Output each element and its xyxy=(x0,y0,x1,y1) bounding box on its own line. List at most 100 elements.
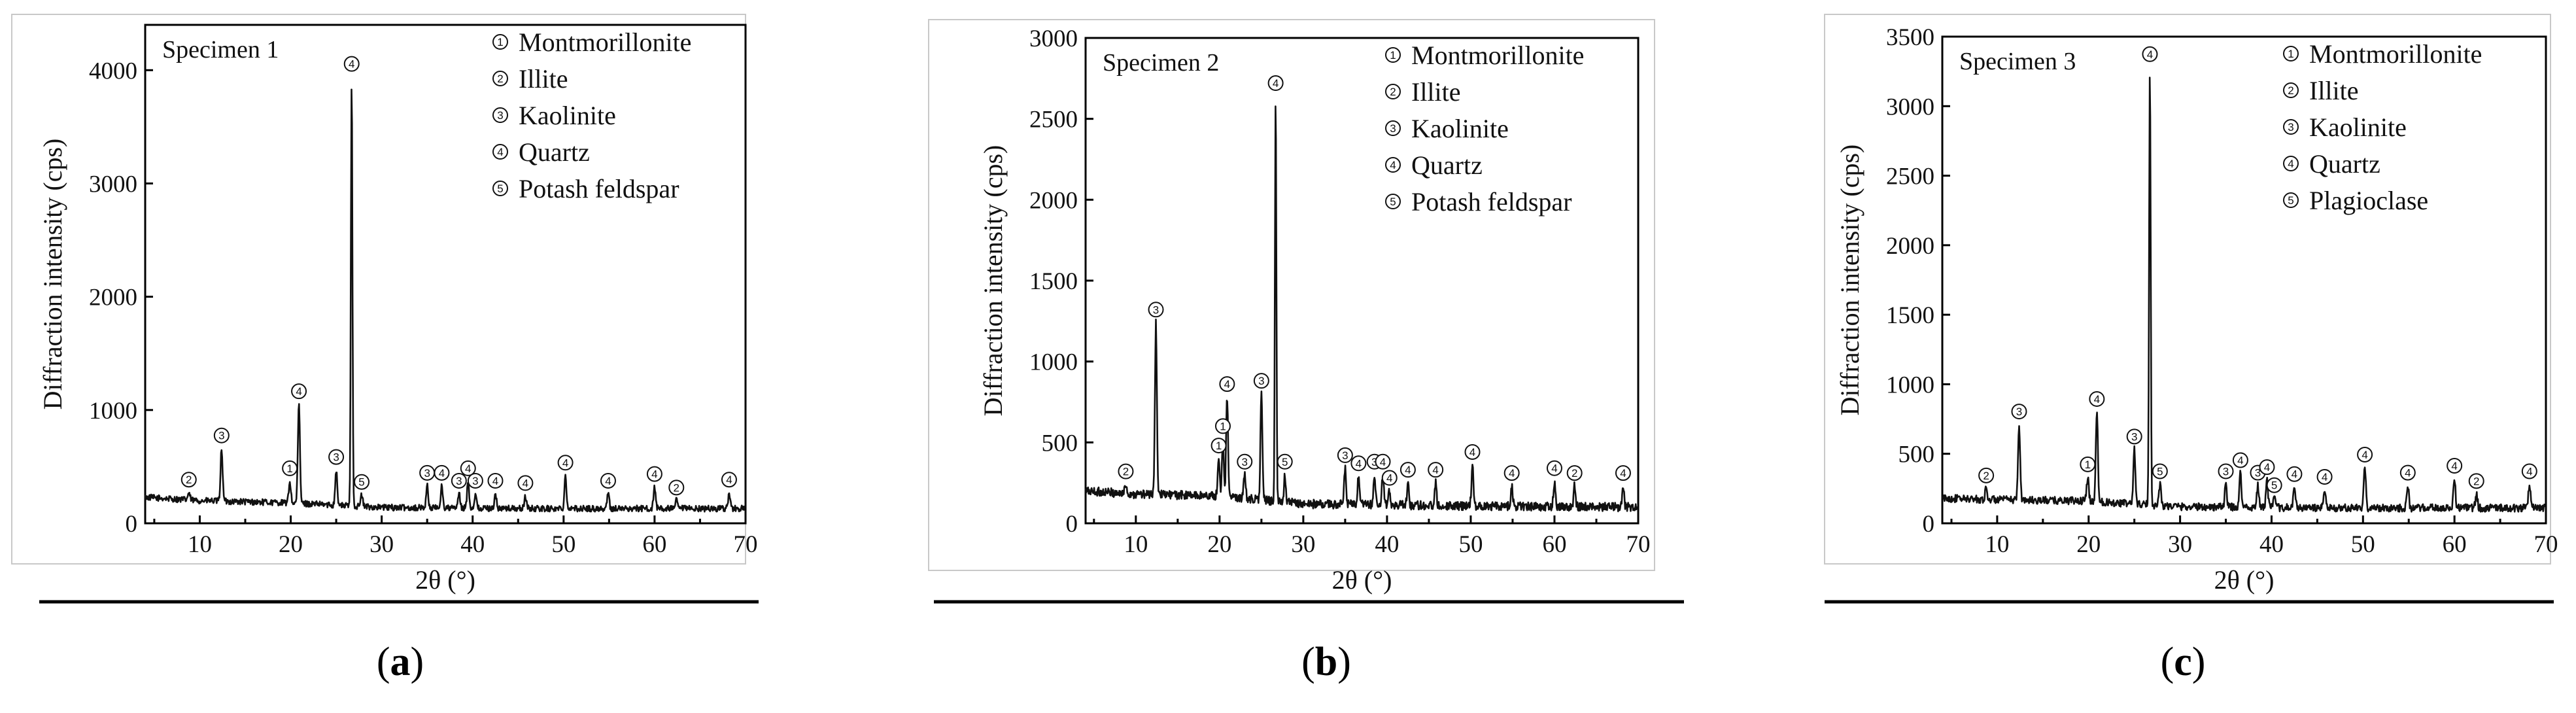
legend-label: Illite xyxy=(519,64,568,94)
y-tick-label: 1500 xyxy=(1029,268,1078,295)
legend-marker-number: 4 xyxy=(2288,158,2293,170)
peak-marker-number: 4 xyxy=(605,475,611,487)
legend-label: Plagioclase xyxy=(2309,186,2428,215)
legend-marker-number: 3 xyxy=(497,109,503,122)
y-tick-label: 0 xyxy=(1066,511,1078,538)
caption-letter: b xyxy=(1315,640,1337,684)
y-tick-label: 4000 xyxy=(89,58,137,84)
plot-area-border xyxy=(1084,37,1640,525)
legend-label: Potash feldspar xyxy=(519,174,679,203)
y-tick-label: 2500 xyxy=(1886,164,1934,190)
peak-marker-number: 4 xyxy=(523,477,528,489)
peak-marker: 4 xyxy=(2357,446,2373,462)
peak-marker: 3 xyxy=(467,472,483,489)
peak-marker-circle xyxy=(1464,443,1481,460)
x-tick-label: 20 xyxy=(279,531,303,558)
peak-marker-number: 4 xyxy=(349,58,354,71)
legend-item: 2 Illite xyxy=(2283,76,2359,105)
peak-marker: 4 xyxy=(517,475,534,491)
peak-marker-circle xyxy=(2232,452,2248,468)
peak-marker-number: 4 xyxy=(2292,468,2297,481)
peak-marker-number: 4 xyxy=(726,474,732,486)
x-tick-label: 30 xyxy=(1291,531,1315,558)
y-tick-label: 500 xyxy=(1042,430,1078,457)
peak-marker-number: 3 xyxy=(2255,467,2261,479)
y-axis-label: Diffraction intensity (cps) xyxy=(978,145,1008,417)
peak-marker-circle xyxy=(467,472,483,489)
peak-marker: 4 xyxy=(721,472,737,488)
peak-marker-number: 4 xyxy=(2405,467,2411,479)
y-tick-label: 3000 xyxy=(1029,26,1078,52)
peak-marker-circle xyxy=(434,464,450,481)
peak-marker-circle xyxy=(2399,464,2416,481)
peak-marker-circle xyxy=(668,479,685,496)
peak-marker-circle xyxy=(600,472,616,489)
x-tick-label: 70 xyxy=(734,531,758,558)
peak-marker-circle xyxy=(487,472,504,489)
legend-marker-number: 2 xyxy=(2288,84,2293,97)
peak-marker: 2 xyxy=(668,479,685,496)
peak-marker-circle xyxy=(2218,463,2234,479)
peak-marker-number: 2 xyxy=(1983,470,1989,482)
y-tick-label: 1500 xyxy=(1886,302,1934,329)
peak-marker: 4 xyxy=(2259,459,2275,476)
peak-marker-circle xyxy=(2447,457,2463,474)
specimen-label: Specimen 2 xyxy=(1103,49,1219,77)
legend-label: Quartz xyxy=(1411,150,1483,180)
peak-marker-circle xyxy=(1148,302,1164,318)
legend-item: 3 Kaolinite xyxy=(2283,113,2407,142)
peak-marker-number: 4 xyxy=(2264,461,2270,474)
caption-close-paren: ) xyxy=(1337,640,1351,684)
x-tick-label: 50 xyxy=(2351,531,2375,558)
legend-item: 2 Illite xyxy=(492,64,568,94)
peak-marker-circle xyxy=(1237,453,1253,470)
y-tick-label: 0 xyxy=(1923,511,1935,538)
x-axis-label: 2θ (°) xyxy=(1332,565,1392,595)
legend-item: 5 Plagioclase xyxy=(2283,186,2428,215)
peak-marker-number: 4 xyxy=(2451,460,2457,472)
peak-marker-circle xyxy=(2080,456,2096,472)
x-tick-label: 60 xyxy=(2443,531,2467,558)
peak-marker-circle xyxy=(2142,46,2158,62)
legend-marker xyxy=(2283,119,2299,135)
peak-marker-number: 1 xyxy=(1216,440,1222,452)
panel-caption: (a) xyxy=(377,640,424,684)
peak-marker: 4 xyxy=(1546,460,1562,476)
peak-marker-number: 1 xyxy=(286,462,292,475)
peak-marker: 3 xyxy=(2218,463,2234,479)
peak-marker-number: 2 xyxy=(674,481,679,494)
chart-panel-1: 10 20 30 40 50 60 70 0 1000 2000 3000 4000 2θ (°) Dif… xyxy=(11,14,759,684)
legend-marker-number: 1 xyxy=(2288,48,2293,60)
peak-marker-number: 3 xyxy=(333,451,339,464)
peak-marker-circle xyxy=(1381,470,1398,486)
y-tick-label: 2500 xyxy=(1029,107,1078,133)
peak-marker: 3 xyxy=(213,427,230,443)
peak-marker-circle xyxy=(2152,463,2168,479)
legend-item: 3 Kaolinite xyxy=(1385,114,1509,143)
legend-marker xyxy=(2283,156,2299,171)
peak-marker-number: 4 xyxy=(439,467,445,479)
legend-label: Quartz xyxy=(2309,149,2380,179)
y-tick-label: 1000 xyxy=(1886,372,1934,398)
peak-marker-number: 4 xyxy=(651,468,657,481)
peak-marker: 4 xyxy=(1381,470,1398,486)
peak-marker: 4 xyxy=(1464,443,1481,460)
peak-marker: 4 xyxy=(1375,453,1391,470)
peak-marker-circle xyxy=(1978,467,1995,483)
peak-marker-circle xyxy=(1211,438,1227,454)
legend-item: 5 Potash feldspar xyxy=(492,174,679,203)
peak-marker-number: 3 xyxy=(2223,465,2229,478)
peak-marker: 2 xyxy=(180,472,197,488)
peak-marker: 4 xyxy=(487,472,504,489)
peak-marker-circle xyxy=(213,427,230,443)
x-tick-label: 30 xyxy=(369,531,394,558)
x-tick-label: 60 xyxy=(1542,531,1566,558)
peak-marker-number: 2 xyxy=(1123,466,1129,478)
peak-marker-number: 4 xyxy=(492,475,498,487)
peak-marker-number: 3 xyxy=(424,467,430,479)
peak-marker-circle xyxy=(2126,428,2142,445)
legend-marker-number: 5 xyxy=(1390,196,1396,208)
peak-marker-number: 4 xyxy=(296,385,301,398)
legend-marker-number: 5 xyxy=(2288,194,2293,207)
peak-marker: 4 xyxy=(1615,465,1631,481)
